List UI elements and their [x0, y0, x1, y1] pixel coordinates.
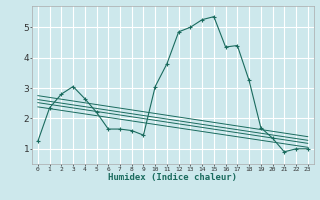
X-axis label: Humidex (Indice chaleur): Humidex (Indice chaleur)	[108, 173, 237, 182]
